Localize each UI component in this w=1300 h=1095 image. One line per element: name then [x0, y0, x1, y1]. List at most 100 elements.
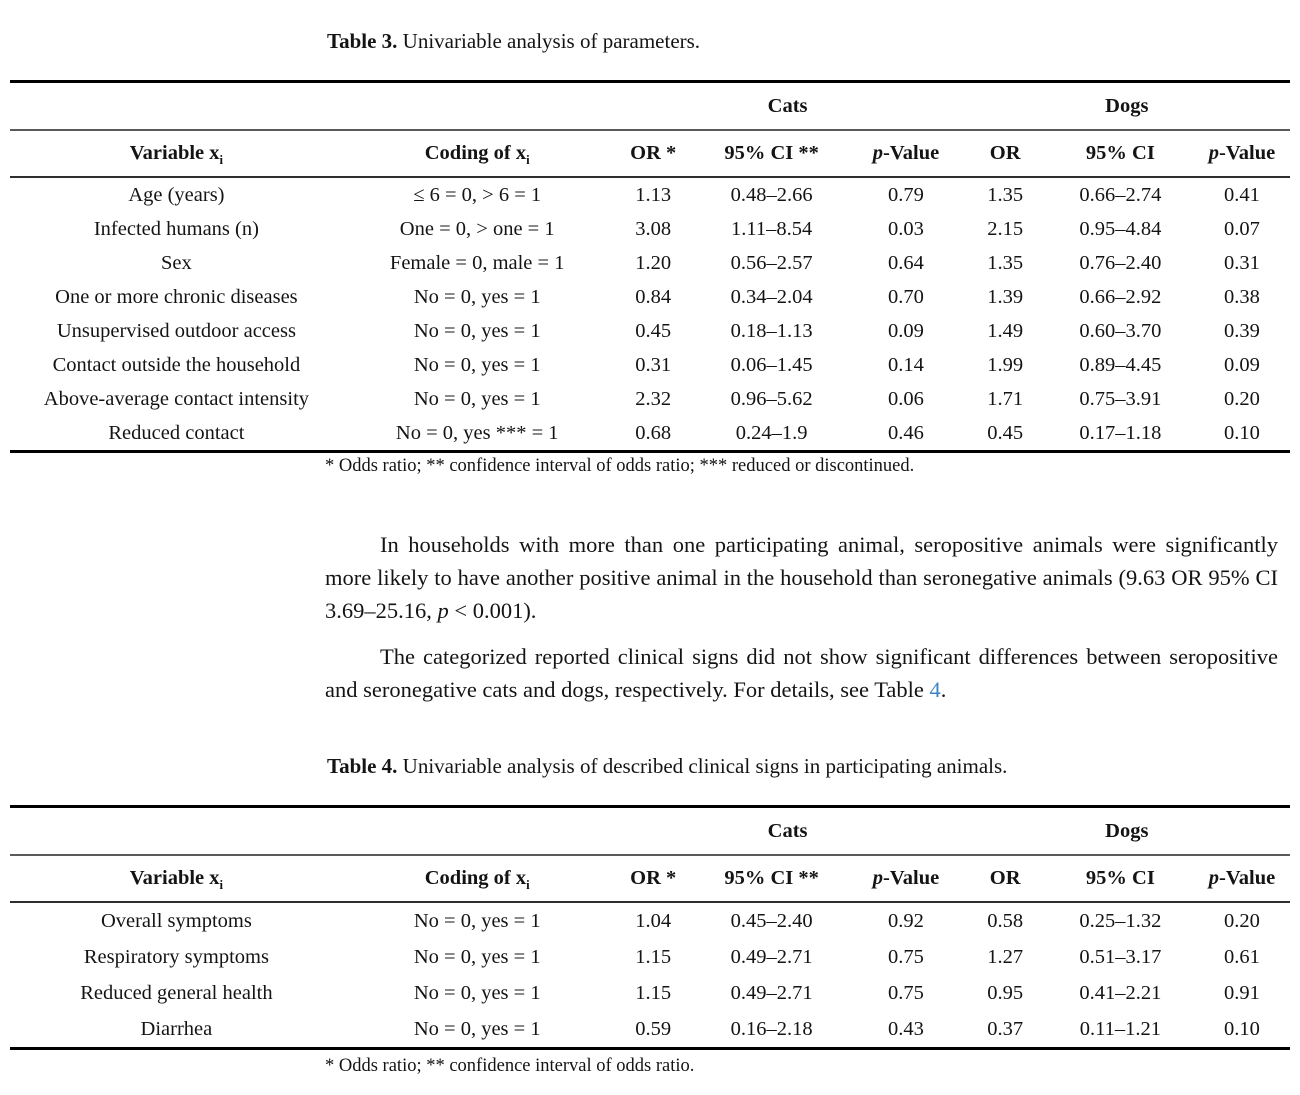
- cell-p-dogs: 0.39: [1224, 319, 1260, 342]
- cell-coding: No = 0, yes = 1: [413, 1017, 541, 1040]
- table-row: Sex Female = 0, male = 1 1.20 0.56–2.57 …: [10, 246, 1290, 280]
- table-row: One or more chronic diseases No = 0, yes…: [10, 280, 1290, 314]
- cell-coding: No = 0, yes = 1: [413, 387, 541, 410]
- cell-ci-cats: 0.24–1.9: [735, 421, 808, 444]
- cell-or-cats: 0.59: [635, 1017, 672, 1040]
- cell-variable: Infected humans (n): [93, 217, 259, 240]
- table3-dogs-header: Dogs: [963, 81, 1290, 131]
- table4-caption-text: Univariable analysis of described clinic…: [397, 754, 1008, 778]
- cell-variable: Reduced general health: [80, 981, 273, 1004]
- table-row: Reduced contact No = 0, yes *** = 1 0.68…: [10, 416, 1290, 452]
- table4-reference-link[interactable]: 4: [929, 677, 941, 702]
- table4: Cats Dogs Variable xi Coding of xi OR * …: [10, 805, 1290, 1050]
- cell-or-cats: 1.15: [635, 945, 672, 968]
- cell-p-dogs: 0.61: [1224, 945, 1260, 968]
- table-row: Above-average contact intensity No = 0, …: [10, 382, 1290, 416]
- cell-p-cats: 0.92: [888, 909, 924, 932]
- cell-variable: Contact outside the household: [52, 353, 301, 376]
- table4-col-or-dogs: OR: [963, 855, 1047, 903]
- cell-ci-cats: 0.48–2.66: [730, 183, 813, 206]
- cell-variable: Overall symptoms: [100, 909, 252, 932]
- cell-p-cats: 0.43: [888, 1017, 924, 1040]
- cell-coding: No = 0, yes = 1: [413, 319, 541, 342]
- cell-or-cats: 0.31: [635, 353, 672, 376]
- cell-ci-dogs: 0.76–2.40: [1079, 251, 1162, 274]
- cell-or-dogs: 1.27: [987, 945, 1024, 968]
- cell-or-dogs: 1.35: [987, 251, 1024, 274]
- table4-dogs-header: Dogs: [963, 806, 1290, 856]
- table-row: Overall symptoms No = 0, yes = 1 1.04 0.…: [10, 902, 1290, 939]
- cell-ci-cats: 0.16–2.18: [730, 1017, 813, 1040]
- cell-ci-dogs: 0.66–2.92: [1079, 285, 1162, 308]
- table-row: Unsupervised outdoor access No = 0, yes …: [10, 314, 1290, 348]
- cell-p-cats: 0.79: [888, 183, 924, 206]
- cell-p-dogs: 0.20: [1224, 387, 1260, 410]
- cell-p-dogs: 0.07: [1224, 217, 1260, 240]
- table3-col-coding: Coding of xi: [342, 130, 612, 178]
- cell-p-cats: 0.03: [888, 217, 924, 240]
- body-text-block: In households with more than one partici…: [325, 528, 1278, 719]
- cell-variable: Respiratory symptoms: [83, 945, 269, 968]
- table3-group-header-row: Cats Dogs: [10, 81, 1290, 131]
- table3: Cats Dogs Variable xi Coding of xi OR * …: [10, 80, 1290, 453]
- cell-coding: ≤ 6 = 0, > 6 = 1: [413, 183, 542, 206]
- table-row: Diarrhea No = 0, yes = 1 0.59 0.16–2.18 …: [10, 1011, 1290, 1049]
- cell-p-cats: 0.75: [888, 981, 924, 1004]
- cell-p-cats: 0.09: [888, 319, 924, 342]
- cell-or-dogs: 2.15: [987, 217, 1024, 240]
- cell-coding: No = 0, yes = 1: [413, 353, 541, 376]
- paragraph-clinical-signs: The categorized reported clinical signs …: [325, 644, 1278, 702]
- cell-variable: Diarrhea: [140, 1017, 213, 1040]
- cell-ci-cats: 0.18–1.13: [730, 319, 813, 342]
- table4-col-ci-cats: 95% CI **: [694, 855, 849, 903]
- table3-footnote: * Odds ratio; ** confidence interval of …: [325, 456, 915, 476]
- table4-col-coding: Coding of xi: [342, 855, 612, 903]
- cell-or-dogs: 1.99: [987, 353, 1024, 376]
- table3-caption: Table 3. Univariable analysis of paramet…: [327, 28, 700, 54]
- table4-caption: Table 4. Univariable analysis of describ…: [327, 753, 1007, 779]
- cell-ci-cats: 0.49–2.71: [730, 981, 813, 1004]
- cell-ci-dogs: 0.25–1.32: [1079, 909, 1162, 932]
- table-row: Age (years) ≤ 6 = 0, > 6 = 1 1.13 0.48–2…: [10, 177, 1290, 212]
- table4-col-ci-dogs: 95% CI: [1046, 855, 1194, 903]
- cell-variable: Above-average contact intensity: [43, 387, 310, 410]
- table-row: Reduced general health No = 0, yes = 1 1…: [10, 975, 1290, 1011]
- cell-or-dogs: 0.95: [987, 981, 1024, 1004]
- table4-caption-label: Table 4.: [327, 754, 398, 778]
- table-row: Contact outside the household No = 0, ye…: [10, 348, 1290, 382]
- table3-col-p-dogs: p-Value: [1193, 130, 1290, 178]
- table4-footnote: * Odds ratio; ** confidence interval of …: [325, 1056, 695, 1076]
- cell-variable: Sex: [161, 251, 192, 274]
- cell-p-dogs: 0.10: [1224, 1017, 1260, 1040]
- cell-coding: One = 0, > one = 1: [399, 217, 555, 240]
- table4-col-p-cats: p-Value: [848, 855, 964, 903]
- table-row: Infected humans (n) One = 0, > one = 1 3…: [10, 212, 1290, 246]
- cell-p-dogs: 0.10: [1224, 421, 1260, 444]
- cell-coding: No = 0, yes = 1: [413, 981, 541, 1004]
- paragraph-households: In households with more than one partici…: [325, 532, 1278, 623]
- cell-p-dogs: 0.31: [1224, 251, 1260, 274]
- cell-p-dogs: 0.09: [1224, 353, 1260, 376]
- table3-col-or-cats: OR *: [611, 130, 695, 178]
- cell-or-dogs: 1.35: [987, 183, 1024, 206]
- cell-variable: Unsupervised outdoor access: [56, 319, 296, 342]
- cell-coding: No = 0, yes = 1: [413, 285, 541, 308]
- cell-coding: No = 0, yes = 1: [413, 909, 541, 932]
- cell-p-dogs: 0.91: [1224, 981, 1260, 1004]
- cell-ci-dogs: 0.95–4.84: [1079, 217, 1162, 240]
- table3-col-p-cats: p-Value: [848, 130, 964, 178]
- cell-p-dogs: 0.20: [1224, 909, 1260, 932]
- table4-col-or-cats: OR *: [611, 855, 695, 903]
- cell-or-dogs: 0.45: [987, 421, 1024, 444]
- table3-column-header-row: Variable xi Coding of xi OR * 95% CI ** …: [10, 130, 1290, 178]
- table3-group-spacer: [10, 81, 612, 131]
- cell-or-cats: 2.32: [635, 387, 672, 410]
- cell-coding: No = 0, yes *** = 1: [395, 421, 559, 444]
- cell-ci-dogs: 0.11–1.21: [1079, 1017, 1161, 1040]
- cell-or-dogs: 1.39: [987, 285, 1024, 308]
- table4-col-variable: Variable xi: [10, 855, 343, 903]
- cell-ci-dogs: 0.75–3.91: [1079, 387, 1162, 410]
- cell-or-dogs: 1.71: [987, 387, 1024, 410]
- table3-caption-label: Table 3.: [327, 29, 398, 53]
- cell-or-cats: 0.68: [635, 421, 672, 444]
